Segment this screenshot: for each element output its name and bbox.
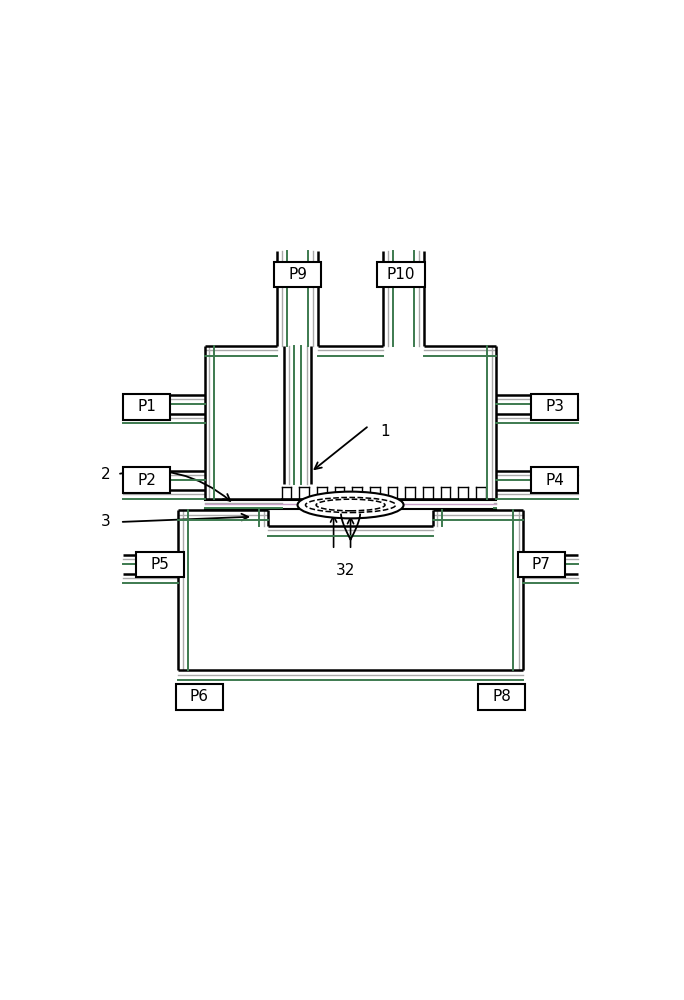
Text: 32: 32 [336, 563, 355, 578]
Bar [122, 394, 170, 420]
Text: 3: 3 [101, 514, 111, 529]
Text: P7: P7 [532, 557, 551, 572]
Bar [274, 262, 321, 287]
Text: P6: P6 [190, 689, 209, 704]
Bar [531, 394, 579, 420]
Text: 2: 2 [101, 467, 110, 482]
Text: 1: 1 [380, 424, 390, 439]
Bar [518, 552, 565, 577]
Bar [477, 684, 525, 710]
Ellipse shape [298, 492, 404, 518]
Text: P2: P2 [137, 473, 156, 488]
Text: P10: P10 [386, 267, 415, 282]
Text: P9: P9 [288, 267, 307, 282]
Bar [136, 552, 183, 577]
Text: P3: P3 [545, 399, 564, 414]
Bar [122, 467, 170, 493]
Text: P4: P4 [545, 473, 564, 488]
Text: P8: P8 [492, 689, 511, 704]
Bar [176, 684, 223, 710]
Text: P5: P5 [150, 557, 169, 572]
Text: P1: P1 [137, 399, 156, 414]
Bar [531, 467, 579, 493]
Bar [377, 262, 425, 287]
